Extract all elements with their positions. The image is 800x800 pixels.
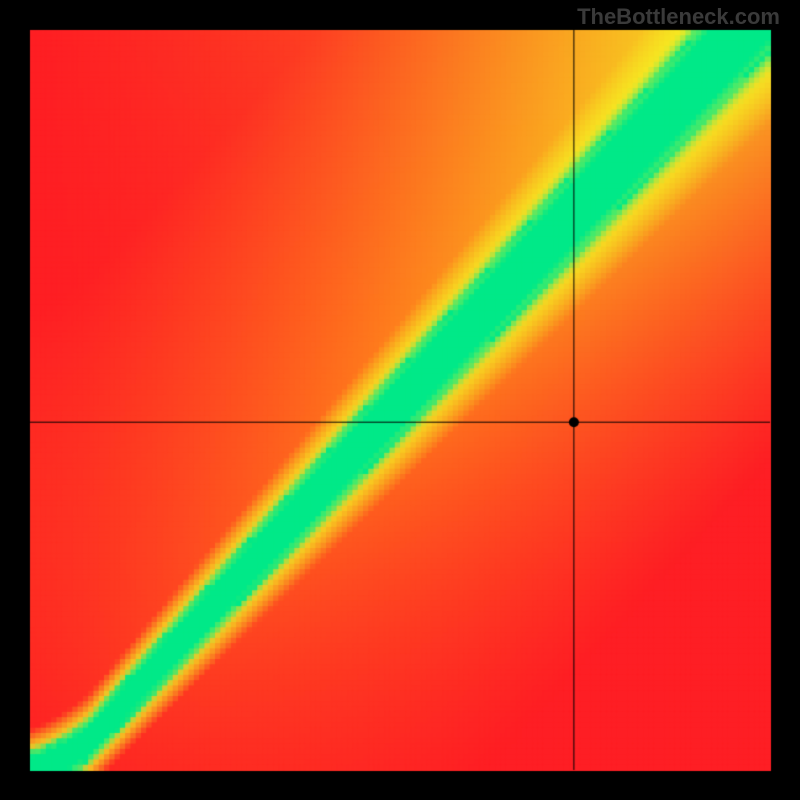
bottleneck-heatmap [0, 0, 800, 800]
watermark-text: TheBottleneck.com [577, 4, 780, 30]
